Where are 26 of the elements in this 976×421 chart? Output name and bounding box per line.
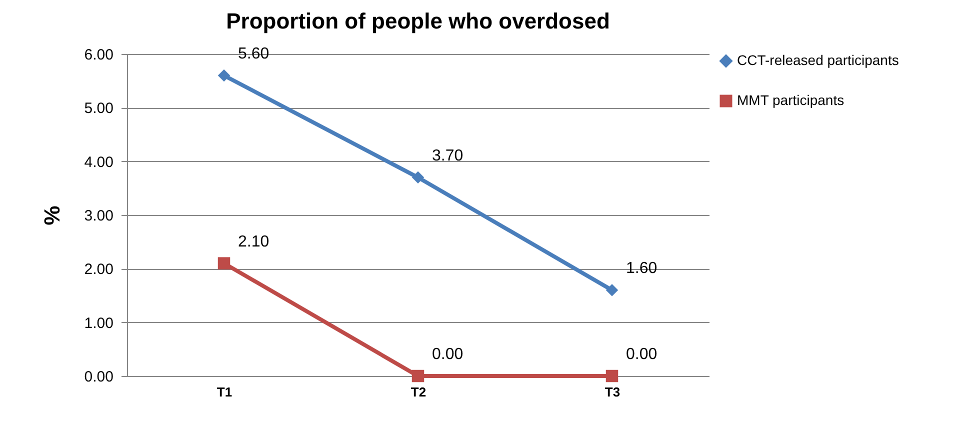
point (606, 284, 618, 296)
data-label: 3.70 (432, 147, 464, 164)
point (412, 370, 424, 382)
chart-title: Proportion of people who overdosed (226, 8, 610, 34)
data-label: 0.00 (626, 346, 658, 363)
point (606, 370, 618, 382)
point (218, 69, 230, 82)
x-tick-label: T3 (604, 384, 620, 400)
y-tick-label: 3.00 (84, 208, 114, 224)
y-tick-label: 2.00 (84, 261, 114, 278)
data-label: 0.00 (432, 346, 464, 363)
x-tick-label: T1 (216, 384, 232, 400)
y-tick-label: 6.00 (84, 46, 114, 64)
data-label: 5.60 (238, 45, 270, 62)
legend-label: CCT-released participants (737, 52, 899, 68)
y-tick-label: 1.00 (84, 314, 114, 332)
y-axis-title: % (39, 206, 64, 226)
y-tick-label: 0.00 (84, 368, 114, 386)
y-tick-label: 4.00 (84, 154, 114, 171)
data-label: 1.60 (626, 260, 658, 278)
x-tick-label: T2 (410, 384, 426, 400)
point (218, 257, 230, 270)
y-tick-label: 5.00 (84, 100, 114, 118)
point (412, 171, 424, 184)
data-label: 2.10 (238, 233, 270, 250)
legend-label: MMT participants (737, 92, 844, 108)
